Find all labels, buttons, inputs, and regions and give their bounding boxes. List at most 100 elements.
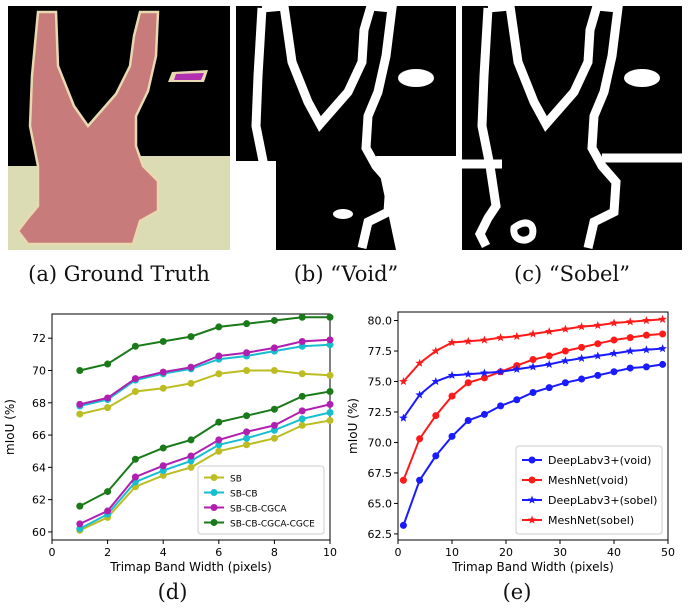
chart1-series-2-point-0 [399, 413, 408, 422]
chart1-y-tick-label-2: 67.5 [368, 467, 393, 480]
chart1-series-3-point-15 [642, 316, 651, 325]
ground-truth-image [8, 6, 230, 250]
chart1-series-3-point-6 [496, 333, 505, 342]
chart0-y-tick-label-6: 72 [32, 332, 46, 345]
chart0-series-2-point-1 [104, 394, 112, 402]
chart0-series-7-point-1 [104, 488, 112, 496]
chart0-series-3-point-8 [298, 313, 306, 321]
chart1-series-1-point-8 [529, 356, 537, 364]
chart1-series-0-point-3 [448, 432, 456, 440]
chart0-series-3-point-1 [104, 360, 112, 368]
chart0-series-2-point-0 [76, 400, 84, 408]
chart0-series-3-point-4 [187, 333, 195, 341]
chart0-series-0-point-4 [187, 379, 195, 387]
chart1-series-0-point-1 [416, 476, 424, 484]
chart1-legend-marker-2 [527, 495, 537, 504]
chart1-series-2-point-7 [512, 364, 522, 373]
chart1-series-0-point-9 [545, 384, 553, 392]
chart0-legend-label-2: SB-CB-CGCA [230, 505, 287, 515]
chart0-series-5-point-7 [270, 426, 278, 434]
chart0-series-2-point-4 [187, 363, 195, 371]
chart0-series-0-point-6 [243, 367, 251, 374]
chart1-series-3-point-3 [447, 338, 457, 347]
chart0-series-0-point-1 [104, 404, 112, 412]
chart0-y-tick-label-5: 70 [32, 365, 46, 378]
chart0-series-0-point-2 [131, 387, 139, 395]
chart1-legend-marker-0 [528, 456, 536, 464]
chart0-series-0-point-8 [298, 370, 306, 378]
chart0-series-7-point-0 [76, 502, 84, 510]
chart0-legend-marker-2 [210, 504, 218, 511]
chart0-series-3-point-7 [270, 316, 278, 324]
chart0-series-2-point-7 [270, 344, 278, 352]
chart0-series-5-point-9 [326, 408, 334, 416]
chart0-series-0-line [79, 369, 331, 416]
chart0-series-2-point-9 [326, 336, 334, 344]
chart1-y-tick-label-3: 70.0 [368, 436, 393, 449]
chart1-series-0-point-2 [432, 452, 440, 460]
chart0-series-1-point-8 [298, 342, 306, 350]
chart1-series-2-point-12 [593, 351, 603, 360]
chart0-series-2-point-2 [131, 375, 139, 383]
chart1-series-0-point-11 [578, 375, 586, 383]
chart1-series-1-point-0 [399, 476, 407, 484]
chart0-y-tick-label-1: 62 [32, 494, 46, 507]
chart0-series-4-point-3 [159, 471, 167, 479]
chart1-series-0-point-14 [626, 364, 634, 372]
chart1-series-0-point-5 [480, 410, 488, 418]
chart1-series-3-point-2 [431, 346, 441, 355]
chart1-series-0-point-15 [642, 363, 650, 371]
chart1-series-3-point-16 [658, 314, 667, 323]
chart0-series-0-point-9 [326, 371, 334, 379]
chart1-legend-label-3: MeshNet(sobel) [548, 514, 634, 527]
chart1-series-2-point-1 [415, 390, 424, 399]
chart0-series-6-point-5 [215, 436, 223, 444]
chart0-series-6-point-2 [131, 473, 139, 481]
person-region [16, 10, 160, 246]
chart1-series-1-point-1 [416, 435, 424, 443]
chart1-series-1-point-9 [545, 352, 553, 360]
chart1-series-2-point-11 [577, 353, 586, 362]
chart1-y-tick-label-5: 75.0 [368, 375, 393, 388]
chart1-x-tick-label-5: 50 [661, 546, 675, 559]
chart0-series-4-point-8 [298, 421, 306, 429]
chart0-series-2-point-6 [243, 349, 251, 357]
caption-a: (a) Ground Truth [28, 262, 210, 286]
chart0-series-6-point-3 [159, 462, 167, 470]
chart1-y-tick-label-1: 65.0 [368, 497, 393, 510]
chart0-series-5-point-6 [243, 434, 251, 442]
chart1-series-2-point-15 [642, 345, 651, 354]
chart1-series-1-point-2 [432, 412, 440, 420]
chart0-series-0-point-5 [215, 370, 223, 378]
chart0-y-tick-label-4: 68 [32, 397, 46, 410]
chart0-legend-box [197, 465, 325, 535]
chart0-legend-label-0: SB [230, 475, 242, 485]
chart1-series-2-point-9 [544, 359, 554, 369]
chart1-x-axis-label: Trimap Band Width (pixels) [451, 560, 614, 574]
chart1-series-3-line [402, 318, 663, 383]
chart0-series-2-point-8 [298, 337, 306, 345]
chart0-series-5-point-5 [215, 441, 223, 449]
chart1-series-2-point-5 [480, 368, 489, 377]
chart1-series-2-point-3 [447, 370, 457, 379]
chart1-series-2-point-10 [561, 356, 570, 365]
chart0-series-3-point-5 [215, 323, 223, 331]
chart0-y-axis-label: mIoU (%) [3, 399, 17, 455]
chart1-plot-frame [397, 311, 669, 541]
chart0-series-0-point-7 [270, 367, 278, 374]
chart0-series-4-point-7 [270, 434, 278, 442]
chart1-x-tick-label-4: 40 [607, 546, 621, 559]
chart1-series-2-point-13 [609, 349, 619, 358]
chart0-x-tick-label-0: 0 [49, 546, 56, 559]
chart0-series-6-line [79, 403, 331, 525]
chart1-x-tick-label-3: 30 [553, 546, 567, 559]
chart-e: 0 10 20 30 40 50 62.5 65.0 67.5 70.0 72.5 75.0 77.5 8… [346, 311, 675, 574]
chart1-y-tick-label-4: 72.5 [368, 406, 393, 419]
chart0-series-7-point-8 [298, 392, 306, 400]
chart1-legend-label-1: MeshNet(void) [548, 474, 628, 487]
chart0-series-3-line [79, 316, 330, 372]
chart1-series-0-point-16 [659, 360, 667, 368]
chart0-series-7-point-9 [326, 387, 334, 395]
chart0-series-5-point-0 [76, 525, 84, 533]
chart0-series-7-point-7 [270, 405, 278, 413]
